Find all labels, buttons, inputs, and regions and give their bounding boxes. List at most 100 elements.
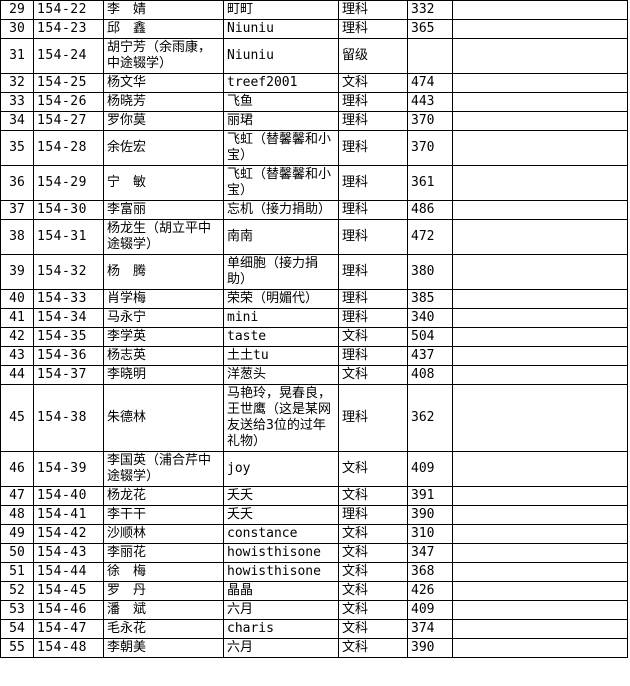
notes-cell[interactable] — [452, 619, 628, 639]
track-cell[interactable]: 理科 — [338, 384, 408, 452]
row-number-cell[interactable]: 38 — [0, 219, 34, 255]
track-cell[interactable]: 理科 — [338, 19, 408, 39]
student-id-cell[interactable]: 154-27 — [33, 111, 104, 131]
track-cell[interactable]: 理科 — [338, 289, 408, 309]
name-cell[interactable]: 罗你莫 — [103, 111, 224, 131]
student-id-cell[interactable]: 154-24 — [33, 38, 104, 74]
track-cell[interactable]: 文科 — [338, 600, 408, 620]
nickname-cell[interactable]: charis — [223, 619, 339, 639]
notes-cell[interactable] — [452, 524, 628, 544]
student-id-cell[interactable]: 154-39 — [33, 451, 104, 487]
score-cell[interactable]: 370 — [407, 111, 453, 131]
name-cell[interactable]: 邱 鑫 — [103, 19, 224, 39]
row-number-cell[interactable]: 53 — [0, 600, 34, 620]
student-id-cell[interactable]: 154-35 — [33, 327, 104, 347]
name-cell[interactable]: 李朝美 — [103, 638, 224, 658]
name-cell[interactable]: 李 婧 — [103, 0, 224, 20]
nickname-cell[interactable]: 町町 — [223, 0, 339, 20]
row-number-cell[interactable]: 31 — [0, 38, 34, 74]
student-id-cell[interactable]: 154-37 — [33, 365, 104, 385]
name-cell[interactable]: 杨文华 — [103, 73, 224, 93]
name-cell[interactable]: 罗 丹 — [103, 581, 224, 601]
name-cell[interactable]: 马永宁 — [103, 308, 224, 328]
track-cell[interactable]: 理科 — [338, 130, 408, 166]
row-number-cell[interactable]: 52 — [0, 581, 34, 601]
name-cell[interactable]: 杨志英 — [103, 346, 224, 366]
row-number-cell[interactable]: 48 — [0, 505, 34, 525]
track-cell[interactable]: 文科 — [338, 486, 408, 506]
nickname-cell[interactable]: 马艳玲，晃春良，王世鹰（这是某网友送给3位的过年礼物） — [223, 384, 339, 452]
row-number-cell[interactable]: 30 — [0, 19, 34, 39]
score-cell[interactable]: 368 — [407, 562, 453, 582]
score-cell[interactable]: 443 — [407, 92, 453, 112]
name-cell[interactable]: 李干干 — [103, 505, 224, 525]
row-number-cell[interactable]: 29 — [0, 0, 34, 20]
nickname-cell[interactable]: Niuniu — [223, 19, 339, 39]
score-cell[interactable]: 472 — [407, 219, 453, 255]
nickname-cell[interactable]: 飞鱼 — [223, 92, 339, 112]
track-cell[interactable]: 理科 — [338, 0, 408, 20]
name-cell[interactable]: 杨龙花 — [103, 486, 224, 506]
score-cell[interactable] — [407, 38, 453, 74]
track-cell[interactable]: 文科 — [338, 524, 408, 544]
name-cell[interactable]: 徐 梅 — [103, 562, 224, 582]
student-id-cell[interactable]: 154-25 — [33, 73, 104, 93]
notes-cell[interactable] — [452, 130, 628, 166]
score-cell[interactable]: 340 — [407, 308, 453, 328]
notes-cell[interactable] — [452, 638, 628, 658]
row-number-cell[interactable]: 32 — [0, 73, 34, 93]
track-cell[interactable]: 文科 — [338, 327, 408, 347]
notes-cell[interactable] — [452, 38, 628, 74]
notes-cell[interactable] — [452, 308, 628, 328]
student-id-cell[interactable]: 154-47 — [33, 619, 104, 639]
notes-cell[interactable] — [452, 562, 628, 582]
student-id-cell[interactable]: 154-28 — [33, 130, 104, 166]
nickname-cell[interactable]: howisthisone — [223, 543, 339, 563]
name-cell[interactable]: 朱德林 — [103, 384, 224, 452]
row-number-cell[interactable]: 41 — [0, 308, 34, 328]
row-number-cell[interactable]: 37 — [0, 200, 34, 220]
notes-cell[interactable] — [452, 219, 628, 255]
name-cell[interactable]: 李晓明 — [103, 365, 224, 385]
score-cell[interactable]: 361 — [407, 165, 453, 201]
name-cell[interactable]: 毛永花 — [103, 619, 224, 639]
student-id-cell[interactable]: 154-22 — [33, 0, 104, 20]
nickname-cell[interactable]: 荣荣（明媚代） — [223, 289, 339, 309]
track-cell[interactable]: 文科 — [338, 543, 408, 563]
name-cell[interactable]: 李富丽 — [103, 200, 224, 220]
score-cell[interactable]: 474 — [407, 73, 453, 93]
notes-cell[interactable] — [452, 19, 628, 39]
student-id-cell[interactable]: 154-44 — [33, 562, 104, 582]
nickname-cell[interactable]: 飞虹（替馨馨和小宝） — [223, 130, 339, 166]
nickname-cell[interactable]: Niuniu — [223, 38, 339, 74]
track-cell[interactable]: 文科 — [338, 638, 408, 658]
student-id-cell[interactable]: 154-40 — [33, 486, 104, 506]
nickname-cell[interactable]: 六月 — [223, 638, 339, 658]
notes-cell[interactable] — [452, 165, 628, 201]
student-id-cell[interactable]: 154-29 — [33, 165, 104, 201]
notes-cell[interactable] — [452, 346, 628, 366]
score-cell[interactable]: 380 — [407, 254, 453, 290]
score-cell[interactable]: 486 — [407, 200, 453, 220]
nickname-cell[interactable]: 忘机（接力捐助） — [223, 200, 339, 220]
track-cell[interactable]: 理科 — [338, 165, 408, 201]
row-number-cell[interactable]: 35 — [0, 130, 34, 166]
name-cell[interactable]: 杨龙生（胡立平中途辍学） — [103, 219, 224, 255]
row-number-cell[interactable]: 39 — [0, 254, 34, 290]
notes-cell[interactable] — [452, 451, 628, 487]
row-number-cell[interactable]: 54 — [0, 619, 34, 639]
score-cell[interactable]: 426 — [407, 581, 453, 601]
score-cell[interactable]: 365 — [407, 19, 453, 39]
student-id-cell[interactable]: 154-43 — [33, 543, 104, 563]
row-number-cell[interactable]: 45 — [0, 384, 34, 452]
row-number-cell[interactable]: 43 — [0, 346, 34, 366]
student-id-cell[interactable]: 154-23 — [33, 19, 104, 39]
track-cell[interactable]: 文科 — [338, 365, 408, 385]
score-cell[interactable]: 347 — [407, 543, 453, 563]
notes-cell[interactable] — [452, 505, 628, 525]
nickname-cell[interactable]: 夭夭 — [223, 486, 339, 506]
row-number-cell[interactable]: 42 — [0, 327, 34, 347]
nickname-cell[interactable]: 南南 — [223, 219, 339, 255]
score-cell[interactable]: 310 — [407, 524, 453, 544]
student-id-cell[interactable]: 154-34 — [33, 308, 104, 328]
